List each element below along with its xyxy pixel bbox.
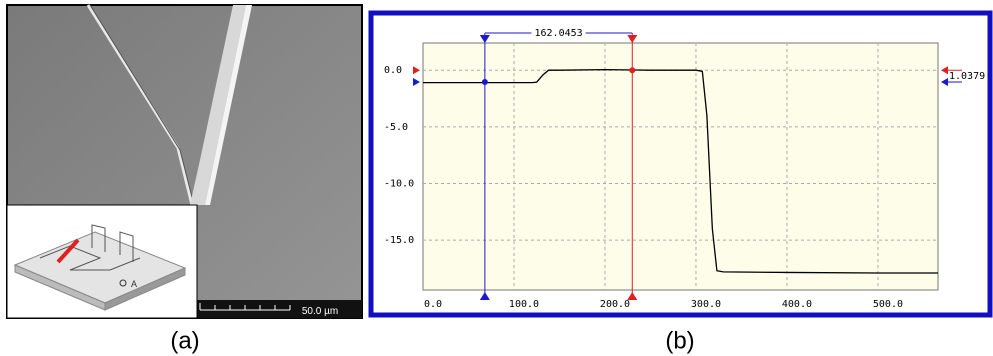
x-tick-label: 100.0 [509, 299, 539, 310]
panel-label: (a) [170, 327, 199, 354]
figure: 50.0 µm A (a) (b) 0.0 100.0 200.0 300.0 400.… [0, 0, 993, 356]
x-tick-label: 300.0 [691, 299, 721, 310]
y-tick-label: -10.0 [384, 178, 414, 189]
y-tick-label: -5.0 [384, 122, 408, 133]
cursor-point [629, 67, 635, 73]
x-tick-label: 200.0 [600, 299, 630, 310]
x-tick-label: 400.0 [782, 299, 812, 310]
dy-label: 1.0379 [949, 71, 985, 82]
sem-image: 50.0 µm A [7, 5, 362, 318]
x-tick-label: 0.0 [424, 299, 442, 310]
plot-area [423, 43, 938, 290]
y-tick-label: 0.0 [384, 65, 402, 76]
inset-label: A [131, 279, 137, 289]
panel-label: (b) [665, 327, 694, 354]
x-tick-label: 500.0 [873, 299, 903, 310]
dx-label: 162.0453 [534, 28, 582, 39]
y-tick-label: -15.0 [384, 235, 414, 246]
cursor-point [482, 79, 488, 85]
scale-bar-label: 50.0 µm [302, 306, 338, 317]
